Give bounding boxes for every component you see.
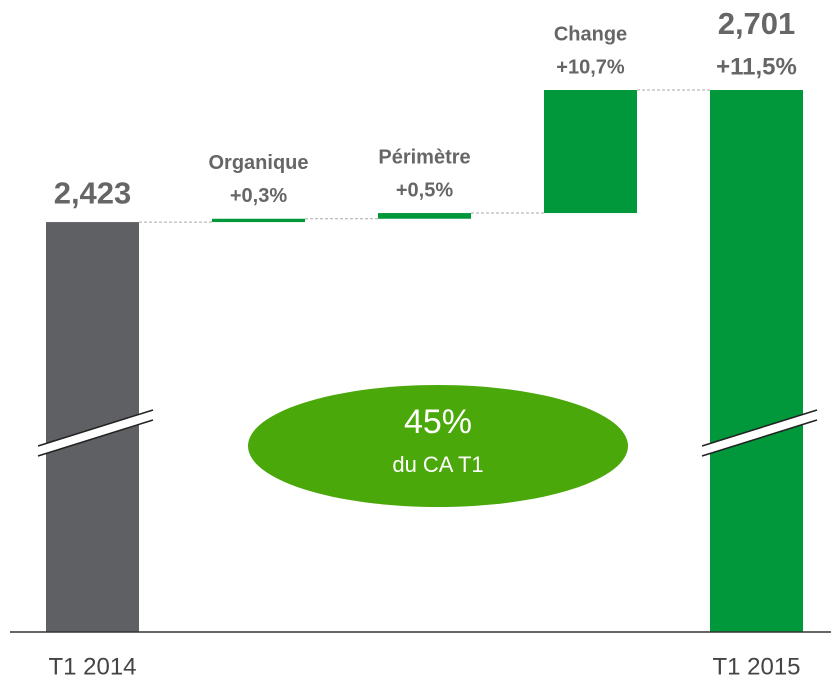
change-label: +11,5% <box>716 53 797 80</box>
value-label: 2,423 <box>54 175 132 210</box>
annotation-value: 45% <box>404 403 472 441</box>
x-tick-label: T1 2014 <box>48 653 136 680</box>
delta-bar <box>378 213 471 219</box>
axis-break <box>702 410 817 456</box>
change-label: +10,7% <box>556 56 625 78</box>
annotation-text: du CA T1 <box>392 452 483 477</box>
change-label: +0,5% <box>396 179 453 201</box>
x-tick-label: T1 2015 <box>712 653 800 680</box>
change-label: +0,3% <box>230 185 287 207</box>
axis-break <box>38 410 153 456</box>
delta-bar <box>212 218 305 223</box>
annotation-bubble <box>248 385 628 507</box>
delta-name: Périmètre <box>378 146 470 168</box>
axis-break-line <box>701 419 818 457</box>
axis-break-line <box>701 409 818 447</box>
value-label: 2,701 <box>718 6 796 41</box>
delta-name: Change <box>554 23 627 45</box>
axis-break-line <box>37 419 154 457</box>
total-bar <box>710 90 803 632</box>
delta-bar <box>544 90 637 214</box>
axis-break-line <box>37 409 154 447</box>
delta-name: Organique <box>208 152 308 174</box>
